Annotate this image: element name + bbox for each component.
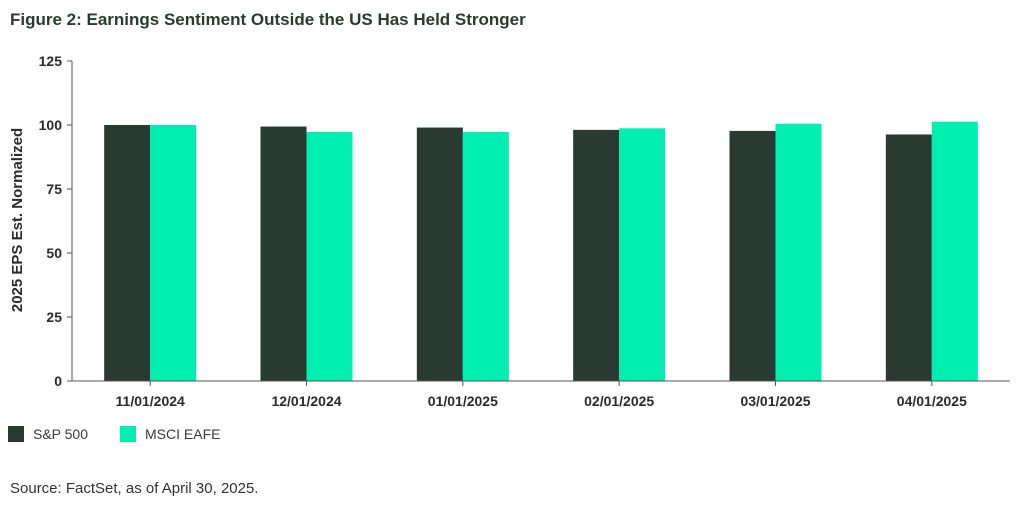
x-tick-label: 01/01/2025 <box>428 393 498 409</box>
y-tick-label: 75 <box>46 181 62 197</box>
legend: S&P 500 MSCI EAFE <box>8 426 252 442</box>
x-tick-label: 11/01/2024 <box>116 393 186 409</box>
y-axis-label: 2025 EPS Est. Normalized <box>9 128 26 312</box>
axes-group <box>67 60 1010 386</box>
bar-sp500-5 <box>885 134 932 381</box>
bar-sp500-3 <box>573 129 620 381</box>
bar-sp500-4 <box>729 130 776 381</box>
x-tick-label: 12/01/2024 <box>271 393 341 409</box>
y-tick-label: 50 <box>46 245 62 261</box>
bar-sp500-0 <box>104 125 151 381</box>
legend-label-sp500: S&P 500 <box>33 426 89 442</box>
source-note: Source: FactSet, as of April 30, 2025. <box>10 480 259 497</box>
y-tick-label: 100 <box>39 117 63 133</box>
bar-eafe-5 <box>931 121 978 381</box>
x-tick-label: 02/01/2025 <box>584 393 654 409</box>
bar-chart: 11/01/2024 12/01/2024 01/01/2025 02/01/2025… <box>9 53 1010 409</box>
bar-eafe-3 <box>619 128 666 381</box>
y-tick-label: 0 <box>54 373 62 389</box>
chart-title: Figure 2: Earnings Sentiment Outside the… <box>10 10 526 29</box>
legend-item-sp500: S&P 500 <box>8 426 88 442</box>
legend-swatch-eafe <box>120 426 137 442</box>
x-tick-label: 04/01/2025 <box>897 393 967 409</box>
y-tick-label: 25 <box>46 309 62 325</box>
x-tick-label: 03/01/2025 <box>740 393 810 409</box>
bar-eafe-4 <box>775 123 822 381</box>
legend-item-eafe: MSCI EAFE <box>120 426 220 442</box>
legend-label-eafe: MSCI EAFE <box>145 426 221 442</box>
bar-eafe-1 <box>306 131 353 381</box>
bar-eafe-0 <box>150 125 197 381</box>
tick-labels-group: 11/01/2024 12/01/2024 01/01/2025 02/01/2025… <box>39 53 967 409</box>
bar-sp500-1 <box>260 126 307 381</box>
bar-sp500-2 <box>416 127 463 381</box>
legend-swatch-sp500 <box>8 426 24 442</box>
bars-group <box>104 121 978 381</box>
bar-eafe-2 <box>462 131 509 381</box>
y-tick-label: 125 <box>39 53 63 69</box>
